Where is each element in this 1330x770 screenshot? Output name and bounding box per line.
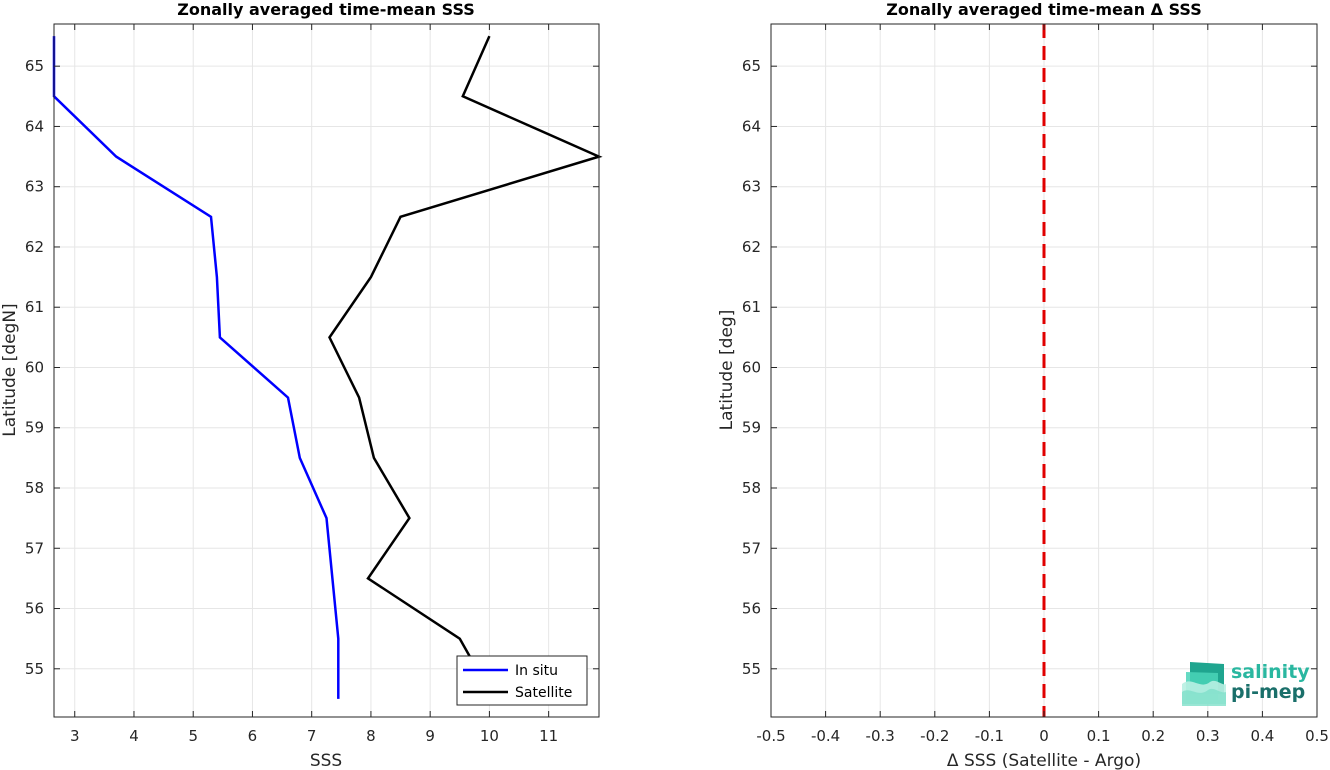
right-y-axis-label: Latitude [deg] [717, 310, 737, 431]
x-tick-label: 0.5 [1305, 727, 1329, 745]
logo-wave-icon [1182, 662, 1226, 706]
left-axes-frame [53, 23, 600, 718]
logo-text-pi-mep: pi-mep [1231, 681, 1305, 703]
left-y-ticks: 55 56 57 58 59 60 61 62 63 64 65 [25, 57, 599, 678]
x-tick-label: 9 [425, 727, 435, 745]
salinity-pi-mep-logo: salinity pi-mep [1182, 661, 1310, 706]
x-tick-label: 0.4 [1250, 727, 1274, 745]
y-tick-label: 61 [742, 298, 761, 316]
x-tick-label: 6 [248, 727, 258, 745]
x-tick-label: 0.3 [1196, 727, 1220, 745]
x-tick-label: 4 [129, 727, 139, 745]
x-tick-label: -0.5 [756, 727, 785, 745]
y-tick-label: 65 [742, 57, 761, 75]
y-tick-label: 60 [742, 358, 761, 376]
x-tick-label: 7 [307, 727, 317, 745]
series-line-satellite [328, 35, 603, 682]
right-x-axis-label: Δ SSS (Satellite - Argo) [947, 751, 1141, 770]
x-tick-label: -0.1 [975, 727, 1004, 745]
x-tick-label: 8 [366, 727, 376, 745]
right-grid [770, 24, 1318, 717]
x-tick-label: 0.1 [1087, 727, 1111, 745]
left-y-axis-label: Latitude [degN] [0, 303, 20, 436]
x-tick-label: -0.3 [866, 727, 895, 745]
legend-box [456, 655, 588, 706]
y-tick-label: 57 [742, 539, 761, 557]
legend-label-satellite: Satellite [515, 685, 572, 701]
y-tick-label: 57 [25, 539, 44, 557]
y-tick-label: 58 [742, 479, 761, 497]
legend: In situ Satellite [456, 655, 588, 706]
series-line-in-situ [52, 36, 340, 699]
y-tick-label: 65 [25, 57, 44, 75]
left-x-ticks: 3 4 5 6 7 8 9 10 11 [70, 24, 558, 745]
x-tick-label: -0.4 [811, 727, 840, 745]
y-tick-label: 55 [742, 660, 761, 678]
x-tick-label: 0 [1039, 727, 1049, 745]
y-tick-label: 63 [25, 178, 44, 196]
y-tick-label: 64 [742, 117, 761, 135]
y-tick-label: 58 [25, 479, 44, 497]
x-tick-label: -0.2 [920, 727, 949, 745]
right-axes: -0.5 -0.4 -0.3 -0.2 -0.1 0 0.1 0.2 0.3 0.4 0.5 555… [717, 0, 1329, 770]
right-x-ticks: -0.5 -0.4 -0.3 -0.2 -0.1 0 0.1 0.2 0.3 0.4 0.5 [756, 24, 1329, 745]
x-tick-label: 10 [480, 727, 499, 745]
left-chart-title: Zonally averaged time-mean SSS [177, 0, 475, 19]
left-series-lines [52, 35, 603, 699]
x-tick-label: 11 [539, 727, 558, 745]
y-tick-label: 62 [742, 238, 761, 256]
y-tick-label: 59 [25, 419, 44, 437]
y-tick-label: 60 [25, 358, 44, 376]
logo-text-salinity: salinity [1231, 661, 1310, 683]
y-tick-label: 56 [742, 600, 761, 618]
right-chart-title: Zonally averaged time-mean Δ SSS [886, 0, 1202, 19]
x-tick-label: 3 [70, 727, 80, 745]
right-y-ticks: 55 56 57 58 59 60 61 62 63 64 65 [742, 57, 1317, 678]
left-x-axis-label: SSS [310, 751, 342, 770]
y-tick-label: 64 [25, 117, 44, 135]
y-tick-label: 63 [742, 178, 761, 196]
y-tick-label: 61 [25, 298, 44, 316]
y-tick-label: 62 [25, 238, 44, 256]
y-tick-label: 55 [25, 660, 44, 678]
y-tick-label: 59 [742, 419, 761, 437]
x-tick-label: 5 [188, 727, 198, 745]
x-tick-label: 0.2 [1141, 727, 1165, 745]
legend-label-in-situ: In situ [515, 663, 558, 679]
left-grid [54, 24, 599, 717]
y-tick-label: 56 [25, 600, 44, 618]
